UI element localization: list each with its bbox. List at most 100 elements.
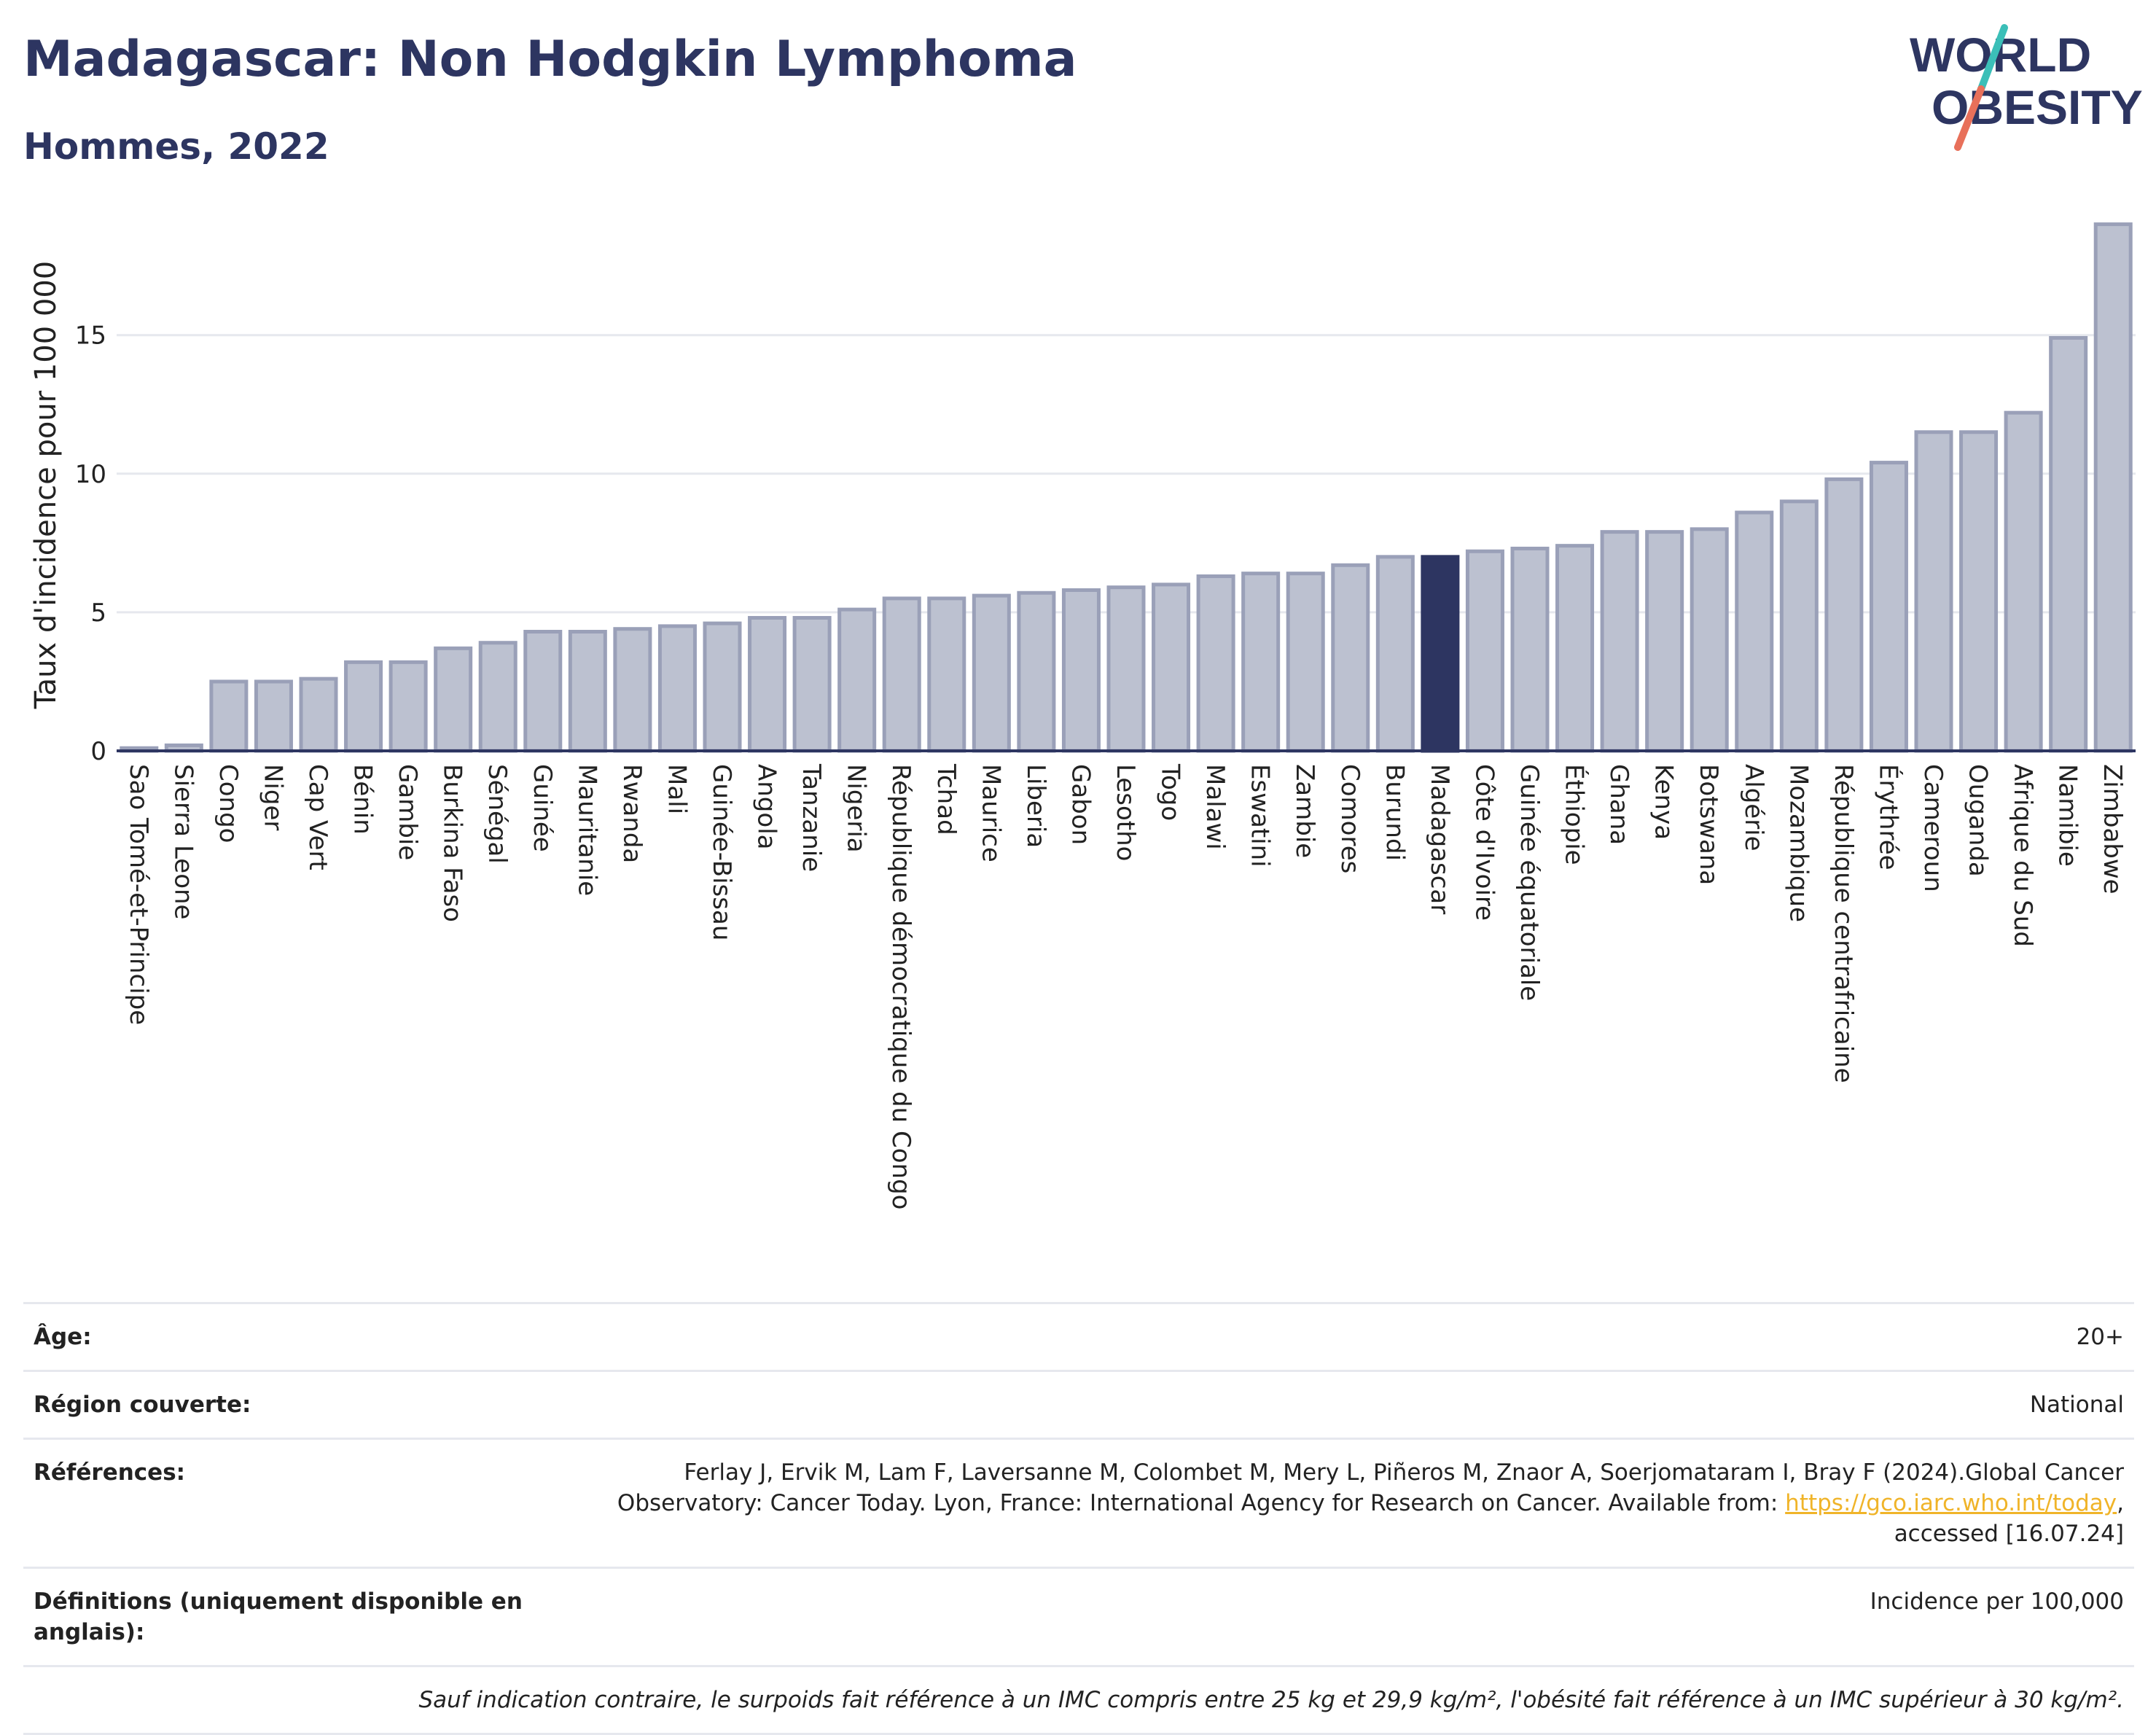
bar-zimbabwe <box>2093 222 2133 753</box>
x-tick-label: Guinée <box>528 764 557 852</box>
bar-gambie <box>388 660 428 753</box>
bar-mali <box>657 624 697 753</box>
bar-mozambique <box>1779 499 1819 753</box>
bar-tanzanie <box>792 616 832 753</box>
bar-madagascar <box>1421 555 1460 753</box>
x-tick-label: Botswana <box>1694 764 1723 885</box>
world-obesity-logo: WORLD OBESITY <box>1910 24 2143 151</box>
bar-tchad <box>927 596 966 753</box>
x-tick-label: Ouganda <box>1964 764 1993 877</box>
bar-comores <box>1331 563 1370 753</box>
x-tick-label: Sénégal <box>483 764 512 864</box>
y-tick-label: 15 <box>75 321 106 351</box>
x-tick-label: Burkina Faso <box>438 764 467 922</box>
info-row-definitions: Définitions (uniquement disponible en an… <box>23 1567 2134 1665</box>
y-tick-label: 0 <box>90 737 106 766</box>
x-tick-label: Nigeria <box>842 764 871 853</box>
bar-niger <box>254 679 293 753</box>
x-tick-label: Malawi <box>1200 764 1230 850</box>
x-tick-label: Bénin <box>348 764 378 835</box>
y-axis-label: Taux d'incidence pour 100 000 <box>29 261 63 709</box>
x-tick-label: Maurice <box>976 764 1005 862</box>
x-tick-label: Cameroun <box>1918 764 1948 892</box>
age-label: Âge: <box>34 1324 92 1350</box>
x-tick-label: Mauritanie <box>572 764 601 896</box>
bar-afrique-du-sud <box>2004 410 2043 753</box>
region-label: Région couverte: <box>34 1392 251 1418</box>
x-tick-label: Guinée-Bissau <box>707 764 736 940</box>
info-row-references: Références: Ferlay J, Ervik M, Lam F, La… <box>23 1438 2134 1567</box>
x-tick-label: Eswatini <box>1246 764 1275 868</box>
x-tick-label: Tchad <box>931 763 961 835</box>
references-text-1: Ferlay J, Ervik M, Lam F, Laversanne M, … <box>617 1459 2124 1516</box>
x-tick-label: Liberia <box>1021 764 1050 848</box>
bar-r-publique-d-mocratique-du-congo <box>882 596 921 753</box>
x-tick-label: Burundi <box>1380 764 1409 861</box>
x-tick-label: Mali <box>662 764 691 814</box>
bar-rwanda <box>613 627 652 753</box>
x-tick-label: Gabon <box>1066 764 1095 845</box>
bar-mauritanie <box>568 630 607 753</box>
x-tick-label: Mozambique <box>1784 764 1813 922</box>
bar-cameroun <box>1914 430 1953 753</box>
logo-slash-teal <box>1977 24 2008 93</box>
x-tick-label: Côte d'Ivoire <box>1469 764 1499 921</box>
x-tick-label: Namibie <box>2053 764 2082 867</box>
y-tick-label: 5 <box>90 599 106 628</box>
x-tick-label: Guinée équatoriale <box>1515 764 1544 1001</box>
x-tick-label: Lesotho <box>1111 764 1140 861</box>
x-tick-label: Sierra Leone <box>168 764 198 919</box>
bar-nigeria <box>837 607 877 753</box>
references-text-2: , accessed [16.07.24] <box>1894 1490 2124 1547</box>
y-tick-label: 10 <box>75 460 106 489</box>
info-table: Âge: 20+ Région couverte: National Référ… <box>23 1302 2134 1735</box>
bar-eswatini <box>1241 572 1281 753</box>
age-value: 20+ <box>2076 1324 2124 1350</box>
definitions-value: Incidence per 100,000 <box>1870 1588 2124 1615</box>
bar--rythr-e <box>1869 461 1908 753</box>
bar-ouganda <box>1959 430 1999 753</box>
bar-s-n-gal <box>478 641 517 753</box>
bar-togo <box>1152 582 1191 753</box>
bar-congo <box>209 679 249 753</box>
x-tick-label: République démocratique du Congo <box>886 764 915 1209</box>
bar-ghana <box>1600 530 1639 753</box>
x-tick-label: Rwanda <box>617 764 647 863</box>
x-tick-label: Zimbabwe <box>2098 764 2127 894</box>
bar-zambie <box>1286 572 1325 753</box>
bar-chart: 0 5 10 15 Taux d'incidence pour 100 000 Sao T… <box>0 197 2156 1290</box>
logo-slash-coral <box>1954 85 1985 151</box>
bar-cap-vert <box>299 677 338 753</box>
x-tick-label: Cap Vert <box>303 764 332 870</box>
x-tick-label: Zambie <box>1290 764 1319 858</box>
x-tick-label: Éthiopie <box>1560 764 1590 865</box>
footnote-text: Sauf indication contraire, le surpoids f… <box>418 1687 2124 1713</box>
x-tick-label: Angola <box>752 764 781 849</box>
bar-guin-e-quatoriale <box>1510 546 1550 753</box>
x-tick-label: Kenya <box>1649 764 1679 840</box>
chart-title: Madagascar: Non Hodgkin Lymphoma <box>23 31 1077 88</box>
info-row-region: Région couverte: National <box>23 1370 2134 1438</box>
x-tick-label: Sao Tomé-et-Principe <box>124 764 153 1025</box>
x-tick-label: Érythrée <box>1873 764 1903 870</box>
bar-gabon <box>1061 588 1101 753</box>
x-tick-label: République centrafricaine <box>1829 764 1858 1083</box>
x-tick-label: Comores <box>1335 764 1364 873</box>
bar-alg-rie <box>1735 510 1774 753</box>
references-value: Ferlay J, Ervik M, Lam F, Laversanne M, … <box>579 1457 2124 1549</box>
x-tick-label: Niger <box>258 764 287 830</box>
references-link[interactable]: https://gco.iarc.who.int/today <box>1785 1490 2117 1516</box>
bar-b-nin <box>344 660 383 753</box>
x-tick-label: Algérie <box>1739 764 1768 851</box>
bar-lesotho <box>1106 585 1146 753</box>
bar-liberia <box>1017 590 1056 753</box>
references-label: Références: <box>34 1459 186 1486</box>
x-tick-label: Tanzanie <box>797 763 826 872</box>
bar-r-publique-centrafricaine <box>1824 477 1864 753</box>
bar-maurice <box>972 593 1011 753</box>
x-tick-label: Ghana <box>1604 764 1633 845</box>
bar-burundi <box>1375 555 1415 753</box>
bar-guin-e <box>523 630 563 753</box>
x-tick-label: Gambie <box>393 764 422 860</box>
info-row-note: Sauf indication contraire, le surpoids f… <box>23 1665 2134 1735</box>
